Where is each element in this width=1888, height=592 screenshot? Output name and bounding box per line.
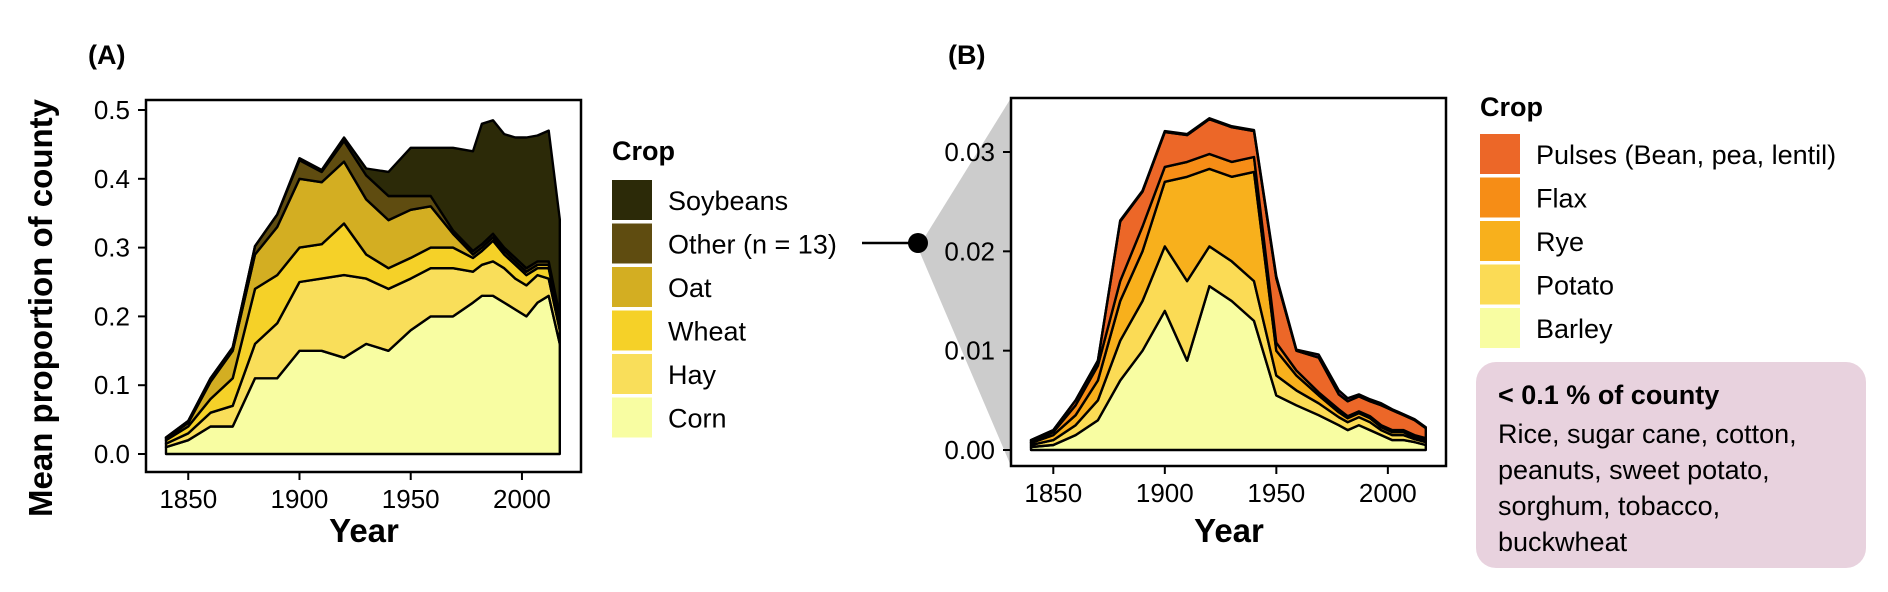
panel-b-label: (B) [948,40,985,70]
area-soybeans [164,119,561,439]
legend-a: Soybeans Other (n = 13) Oat Wheat Hay Corn [612,180,837,438]
panel-b-x-ticks: 1850 1900 1950 2000 [1024,466,1417,508]
panel-a-label: (A) [88,40,125,70]
y-tick-label: 0.02 [944,236,995,266]
panel-b-x-axis-title: Year [1194,512,1264,549]
legend-swatch-hay [612,354,652,394]
legend-label-hay: Hay [668,360,717,390]
panel-a-y-ticks: 0.0 0.1 0.2 0.3 0.4 0.5 [94,95,146,469]
x-tick-label: 1950 [382,484,440,514]
panel-b-plot [1029,117,1427,452]
legend-label-other-n-13: Other (n = 13) [668,230,837,260]
legend-swatch-rye [1480,221,1520,261]
legend-swatch-barley [1480,308,1520,348]
legend-b: Pulses (Bean, pea, lentil) Flax Rye Potato B… [1480,134,1836,348]
panel-a-y-axis-title: Mean proportion of county [22,98,59,517]
legend-label-wheat: Wheat [668,317,747,347]
panel-b-frame [1009,96,1448,468]
legend-swatch-oat [612,267,652,307]
note-line: buckwheat [1498,527,1628,557]
y-tick-label: 0.5 [94,95,130,125]
y-tick-label: 0.03 [944,137,995,167]
legend-label-potato: Potato [1536,271,1614,301]
panel-b: (B) 1850 1900 1950 2000 0.00 0.01 0.02 0.03 Ye… [944,40,1836,549]
y-tick-label: 0.00 [944,435,995,465]
note-box: < 0.1 % of county Rice, sugar cane, cott… [1476,362,1866,568]
zoom-wedge [918,98,1011,466]
panel-b-y-ticks: 0.00 0.01 0.02 0.03 [944,137,1011,465]
x-tick-label: 2000 [493,484,551,514]
y-tick-label: 0.2 [94,301,130,331]
legend-label-barley: Barley [1536,314,1613,344]
note-line: peanuts, sweet potato, [1498,455,1770,485]
legend-swatch-pulses-bean-pea-lentil [1480,134,1520,174]
zoom-connector [862,98,1011,466]
x-tick-label: 1850 [1024,478,1082,508]
legend-b-title: Crop [1480,92,1543,122]
panel-a-plot [164,119,561,456]
legend-label-corn: Corn [668,404,727,434]
legend-a-title: Crop [612,136,675,166]
panel-a-frame [144,98,583,474]
legend-label-oat: Oat [668,273,712,303]
note-line: Rice, sugar cane, cotton, [1498,419,1797,449]
legend-swatch-potato [1480,264,1520,305]
note-line: sorghum, tobacco, [1498,491,1720,521]
legend-label-flax: Flax [1536,184,1588,214]
panel-a-x-axis-title: Year [329,512,399,549]
y-tick-label: 0.3 [94,233,130,263]
x-tick-label: 1950 [1247,478,1305,508]
legend-swatch-soybeans [612,180,652,220]
y-tick-label: 0.4 [94,164,130,194]
x-tick-label: 1900 [271,484,329,514]
legend-swatch-flax [1480,177,1520,218]
panel-a-x-ticks: 1850 1900 1950 2000 [159,472,551,514]
panel-a: (A) 1850 1900 1950 2000 0.00.10.20.30.40.5 … [22,40,837,549]
y-tick-label: 0.01 [944,336,995,366]
note-background [1476,362,1866,568]
area-0-1 [1029,117,1427,442]
legend-label-rye: Rye [1536,227,1584,257]
legend-label-pulses-bean-pea-lentil: Pulses (Bean, pea, lentil) [1536,140,1836,170]
x-tick-label: 1850 [159,484,217,514]
legend-swatch-corn [612,397,652,438]
x-tick-label: 2000 [1359,478,1417,508]
y-tick-label: 0.1 [94,370,130,400]
note-title: < 0.1 % of county [1498,380,1719,410]
legend-swatch-other-n-13 [612,223,652,264]
y-tick-label: 0.0 [94,439,130,469]
legend-label-soybeans: Soybeans [668,186,788,216]
legend-swatch-wheat [612,310,652,351]
connector-dot [908,233,928,253]
x-tick-label: 1900 [1136,478,1194,508]
